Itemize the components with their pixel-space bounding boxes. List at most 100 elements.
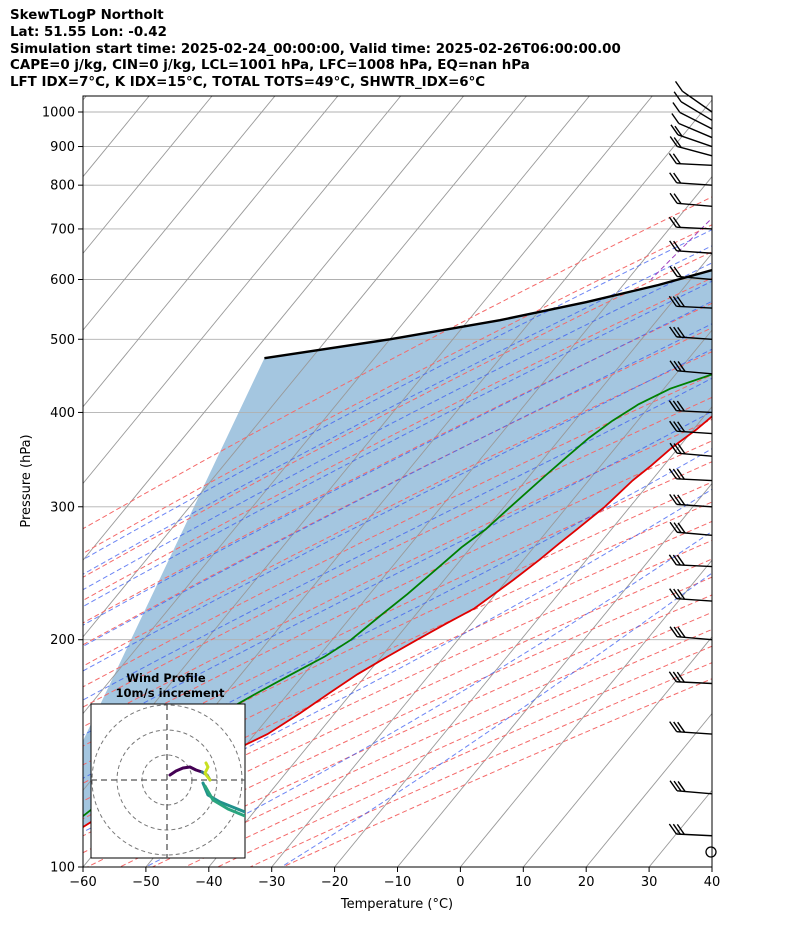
wind-barb-flag [672, 400, 681, 412]
isotherm-line [585, 712, 712, 867]
wind-barb [669, 326, 713, 340]
isotherm-line [648, 789, 712, 867]
chart-header: SkewTLogP Northolt Lat: 51.55 Lon: -0.42… [10, 8, 621, 92]
wind-barb-flag [672, 823, 681, 835]
wind-barb [668, 216, 713, 230]
chart-title: SkewTLogP Northolt [10, 8, 164, 23]
wind-barb-flag [669, 721, 678, 733]
isotherm-line [83, 96, 402, 485]
location-line: Lat: 51.55 Lon: -0.42 [10, 24, 167, 40]
parcel-profile-line [264, 268, 712, 360]
dry-adiabat-line [83, 351, 712, 667]
dewpoint-line [83, 373, 712, 818]
isotherm-line [711, 866, 712, 867]
wind-barb-shaft [676, 478, 713, 482]
isotherm-line [83, 96, 213, 255]
isotherm-line [83, 96, 590, 715]
wind-barb-shaft [676, 305, 713, 309]
wind-barb-flag [677, 494, 686, 506]
wind-barb-flag [669, 442, 678, 454]
dry-adiabat-line [83, 327, 712, 646]
wind-barb-flag [677, 443, 686, 455]
isotherm-line [83, 96, 527, 638]
wind-barb [672, 102, 713, 130]
wind-barb-flag [677, 421, 686, 433]
isotherm-line [397, 482, 712, 867]
dry-adiabat-line [83, 461, 712, 766]
wind-barb-flag [668, 554, 677, 566]
wind-barb [668, 671, 713, 685]
wind-barb-flag [677, 626, 686, 638]
wind-barb-shaft [677, 134, 713, 148]
x-tick-label: 20 [578, 875, 595, 890]
hodograph-segment [168, 765, 204, 777]
x-tick-label: −10 [384, 875, 411, 890]
wind-barb-flag [676, 468, 685, 480]
wind-barb-flag [668, 153, 677, 164]
dry-adiabat-line [83, 396, 712, 708]
hodograph-plot [91, 704, 245, 858]
x-tick-label: −20 [321, 875, 348, 890]
wind-barb-shaft [676, 730, 713, 735]
y-tick-label: 900 [50, 140, 75, 155]
time-line: Simulation start time: 2025-02-24_00:00:… [10, 41, 621, 57]
temperature-line [83, 415, 712, 829]
wind-barb [669, 626, 713, 641]
wind-barb-flag [670, 124, 679, 136]
isotherm-line [83, 96, 87, 101]
wind-barb-flag [668, 295, 677, 307]
wind-barb-shaft [676, 182, 713, 186]
dry-adiabat-line [83, 196, 712, 530]
wind-barb-flag [669, 360, 678, 372]
wind-barb [673, 91, 713, 121]
wind-barb [669, 192, 713, 208]
wind-barb [669, 493, 713, 508]
hodograph-segment [203, 784, 245, 818]
wind-barb-flag [671, 113, 680, 124]
wind-barb [668, 400, 713, 414]
wind-barb-flag [673, 193, 682, 205]
wind-barb [669, 442, 713, 457]
wind-barb-flag [673, 326, 682, 338]
x-tick-label: −30 [258, 875, 285, 890]
wind-barb-flag [669, 521, 678, 533]
moist-adiabat-line [83, 300, 712, 626]
y-tick-label: 200 [50, 633, 75, 648]
wind-barb-shaft [682, 90, 713, 113]
index-line: LFT IDX=7°C, K IDX=15°C, TOTAL TOTS=49°C… [10, 75, 486, 91]
wind-barb-flag [673, 172, 682, 184]
wind-barb [668, 295, 713, 309]
wind-barb-flag [669, 493, 678, 505]
wind-barb-flag [669, 136, 678, 147]
wind-barb-flag [668, 216, 677, 228]
wind-barb-flag [668, 671, 677, 683]
wind-barb-flag [669, 420, 678, 432]
wind-barb-shaft [677, 531, 713, 537]
dry-adiabat-line [83, 539, 712, 837]
moist-adiabat-line [83, 229, 712, 561]
wind-barb [669, 588, 713, 602]
wind-barb-flag [674, 80, 684, 92]
wind-barb-flag [673, 137, 682, 148]
moist-adiabat-line [145, 530, 712, 867]
wind-barb [669, 721, 713, 735]
wind-barb [669, 780, 713, 795]
wind-barb-flag [673, 360, 682, 372]
wind-barb [669, 521, 713, 537]
wind-barb-flag [669, 192, 678, 204]
wind-barb [668, 153, 713, 166]
wind-barb-shaft [677, 635, 713, 641]
wind-barb-flag [669, 588, 678, 600]
wind-barb-shaft [677, 452, 713, 457]
x-tick-label: −40 [195, 875, 222, 890]
wind-barb-shaft [676, 681, 713, 685]
x-tick-label: −50 [132, 875, 159, 890]
isotherm-line [208, 252, 712, 867]
dry-adiabat-line [83, 277, 712, 602]
y-tick-label: 800 [50, 179, 75, 194]
wind-barb-flag [676, 400, 685, 412]
wind-barb-flag [677, 781, 686, 792]
wind-barb-shaft [676, 503, 713, 508]
wind-barb-shaft [677, 370, 713, 375]
